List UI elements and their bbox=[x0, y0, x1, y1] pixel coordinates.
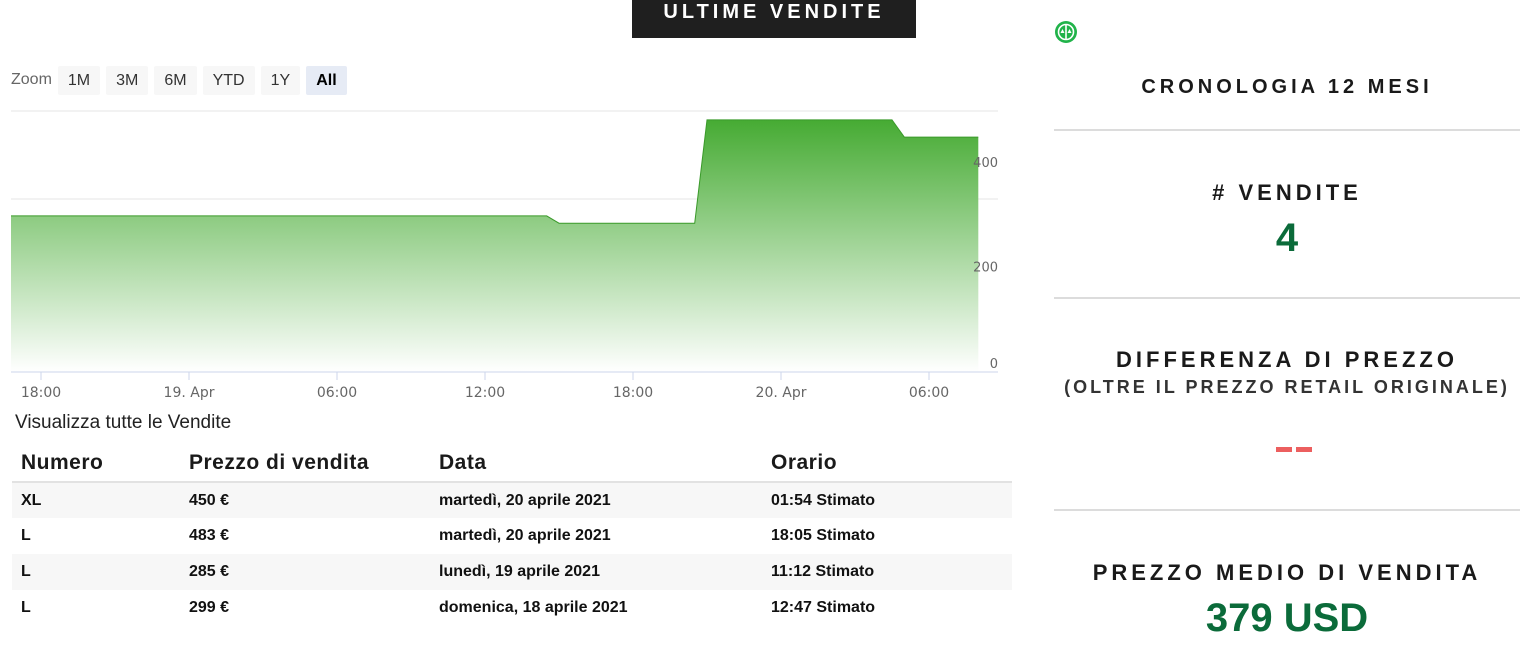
zoom-label: Zoom bbox=[11, 71, 52, 88]
avg-price-title: PREZZO MEDIO DI VENDITA bbox=[1092, 560, 1482, 585]
price-diff-subtitle: (OLTRE IL PREZZO RETAIL ORIGINALE) bbox=[1064, 377, 1510, 397]
zoom-3m-button[interactable]: 3M bbox=[106, 65, 149, 95]
history-title: CRONOLOGIA 12 MESI bbox=[1141, 76, 1433, 98]
table-row: L 299 € domenica, 18 aprile 2021 12:47 S… bbox=[12, 590, 1012, 626]
cell-time: 18:05 Stimato bbox=[771, 527, 876, 544]
table-header-row: Numero Prezzo di vendita Data Orario bbox=[12, 444, 1012, 483]
view-all-sales-link[interactable]: Visualizza tutte le Vendite bbox=[15, 412, 232, 433]
zoom-1m-button[interactable]: 1M bbox=[57, 65, 101, 95]
price-diff-empty-value bbox=[1276, 447, 1312, 452]
cell-time: 12:47 Stimato bbox=[771, 599, 876, 616]
banner-title: ULTIME VENDITE bbox=[663, 1, 885, 23]
zoom-controls: Zoom 1M 3M 6M YTD 1Y All bbox=[11, 65, 353, 95]
x-tick-label: 19. Apr bbox=[164, 385, 215, 400]
cell-date: domenica, 18 aprile 2021 bbox=[439, 599, 628, 616]
avg-price-value: 379 USD bbox=[1205, 596, 1369, 640]
header-date[interactable]: Data bbox=[430, 444, 762, 483]
zoom-6m-button[interactable]: 6M bbox=[154, 65, 197, 95]
cell-date: lunedì, 19 aprile 2021 bbox=[430, 554, 762, 590]
cell-size: XL bbox=[12, 482, 180, 518]
price-diff-title: DIFFERENZA DI PREZZO bbox=[1116, 347, 1458, 372]
divider bbox=[1054, 297, 1520, 299]
stats-panel: CRONOLOGIA 12 MESI # VENDITE 4 DIFFERENZ… bbox=[1054, 0, 1520, 666]
table-row: L 285 € lunedì, 19 aprile 2021 11:12 Sti… bbox=[12, 554, 1012, 590]
header-time[interactable]: Orario bbox=[762, 444, 1012, 483]
x-tick-label: 12:00 bbox=[465, 385, 505, 400]
cell-date: martedì, 20 aprile 2021 bbox=[430, 482, 762, 518]
y-tick-label: 0 bbox=[990, 357, 998, 372]
cell-price: 483 € bbox=[189, 527, 230, 544]
scale-icon bbox=[1055, 21, 1077, 43]
cell-date: martedì, 20 aprile 2021 bbox=[439, 527, 611, 544]
section-banner: ULTIME VENDITE bbox=[632, 0, 916, 38]
x-tick-label: 18:00 bbox=[21, 385, 61, 400]
price-line bbox=[11, 119, 979, 224]
cell-size: L bbox=[12, 554, 180, 590]
cell-size: L bbox=[21, 599, 31, 616]
x-tick-label: 18:00 bbox=[613, 385, 653, 400]
zoom-1y-button[interactable]: 1Y bbox=[260, 65, 301, 95]
table-row: XL 450 € martedì, 20 aprile 2021 01:54 S… bbox=[12, 482, 1012, 518]
cell-time: 01:54 Stimato bbox=[762, 482, 1012, 518]
y-tick-label: 200 bbox=[973, 261, 998, 276]
sales-count-value: 4 bbox=[1275, 216, 1299, 260]
price-area bbox=[11, 119, 979, 373]
cell-price: 285 € bbox=[180, 554, 430, 590]
sales-table: Numero Prezzo di vendita Data Orario XL … bbox=[12, 444, 1012, 626]
divider bbox=[1054, 509, 1520, 511]
header-price[interactable]: Prezzo di vendita bbox=[180, 444, 430, 483]
table-row: L 483 € martedì, 20 aprile 2021 18:05 St… bbox=[12, 518, 1012, 554]
cell-price: 299 € bbox=[189, 599, 230, 616]
header-size[interactable]: Numero bbox=[12, 444, 180, 483]
sales-chart[interactable]: 0 200 400 18:00 19. Apr 06:00 12:00 18:00 20. Ap… bbox=[0, 100, 1000, 400]
x-tick-label: 06:00 bbox=[317, 385, 357, 400]
zoom-ytd-button[interactable]: YTD bbox=[202, 65, 255, 95]
x-tick-label: 20. Apr bbox=[756, 385, 807, 400]
divider bbox=[1054, 129, 1520, 131]
y-tick-label: 400 bbox=[973, 156, 998, 171]
x-tick-label: 06:00 bbox=[909, 385, 949, 400]
cell-price: 450 € bbox=[180, 482, 430, 518]
cell-size: L bbox=[21, 527, 31, 544]
sales-count-title: # VENDITE bbox=[1212, 180, 1362, 205]
cell-time: 11:12 Stimato bbox=[762, 554, 1012, 590]
zoom-all-button[interactable]: All bbox=[306, 65, 347, 95]
